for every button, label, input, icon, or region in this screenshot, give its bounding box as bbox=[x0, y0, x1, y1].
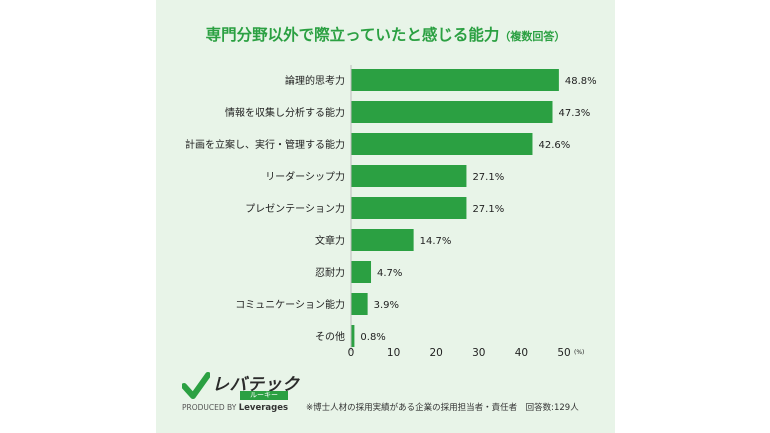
checkmark-icon bbox=[182, 372, 210, 399]
bar bbox=[351, 133, 533, 155]
category-label: プレゼンテーション力 bbox=[245, 202, 345, 215]
category-label: 計画を立案し、実行・管理する能力 bbox=[185, 138, 345, 151]
bar bbox=[351, 197, 467, 219]
logo-produced-by: PRODUCED BY Leverages bbox=[182, 403, 288, 413]
data-label: 47.3% bbox=[558, 108, 590, 119]
x-tick-label: 20 bbox=[430, 347, 443, 359]
x-unit-label: (%) bbox=[574, 349, 584, 356]
category-label: コミュニケーション能力 bbox=[235, 298, 345, 311]
chart-title: 専門分野以外で際立っていたと感じる能力（複数回答） bbox=[156, 23, 615, 45]
x-tick-label: 50 bbox=[557, 347, 570, 359]
brand-logo: レバテック ルーキー PRODUCED BY Leverages bbox=[182, 370, 312, 418]
x-tick-label: 30 bbox=[472, 347, 485, 359]
data-label: 27.1% bbox=[472, 172, 504, 183]
data-label: 4.7% bbox=[377, 268, 402, 279]
data-label: 0.8% bbox=[360, 332, 385, 343]
bar-chart: 論理的思考力 48.8% 情報を収集し分析する能力 47.3% 計画を立案し、実行・管理… bbox=[185, 65, 597, 359]
logo-subtitle: ルーキー bbox=[240, 391, 288, 400]
bar bbox=[351, 165, 467, 187]
category-label: 情報を収集し分析する能力 bbox=[225, 106, 345, 119]
x-tick-label: 10 bbox=[387, 347, 400, 359]
bar bbox=[351, 101, 553, 123]
bar bbox=[351, 293, 368, 315]
data-label: 27.1% bbox=[472, 204, 504, 215]
x-tick-label: 40 bbox=[515, 347, 528, 359]
data-label: 42.6% bbox=[538, 140, 570, 151]
bar bbox=[351, 69, 559, 91]
bar bbox=[351, 229, 414, 251]
category-label: 文章力 bbox=[315, 234, 345, 247]
footnote: ※博士人材の採用実績がある企業の採用担当者・責任者 回答数:129人 bbox=[306, 403, 579, 413]
produced-by-text: PRODUCED BY bbox=[182, 403, 237, 412]
bar bbox=[351, 261, 372, 283]
data-label: 48.8% bbox=[565, 76, 597, 87]
category-label: 忍耐力 bbox=[315, 266, 345, 279]
category-label: リーダーシップ力 bbox=[265, 170, 345, 183]
chart-title-main: 専門分野以外で際立っていたと感じる能力 bbox=[205, 26, 500, 44]
category-label: その他 bbox=[315, 330, 345, 343]
chart-title-sub: （複数回答） bbox=[499, 30, 566, 43]
brand-name: Leverages bbox=[238, 403, 289, 413]
logo-wordmark: レバテック bbox=[212, 375, 300, 395]
data-label: 14.7% bbox=[420, 236, 452, 247]
category-label: 論理的思考力 bbox=[285, 74, 345, 87]
chart-panel: 専門分野以外で際立っていたと感じる能力（複数回答） 論理的思考力 48.8% 情報を… bbox=[156, 0, 615, 433]
bar bbox=[351, 325, 355, 347]
x-tick-label: 0 bbox=[348, 347, 355, 359]
data-label: 3.9% bbox=[374, 300, 399, 311]
